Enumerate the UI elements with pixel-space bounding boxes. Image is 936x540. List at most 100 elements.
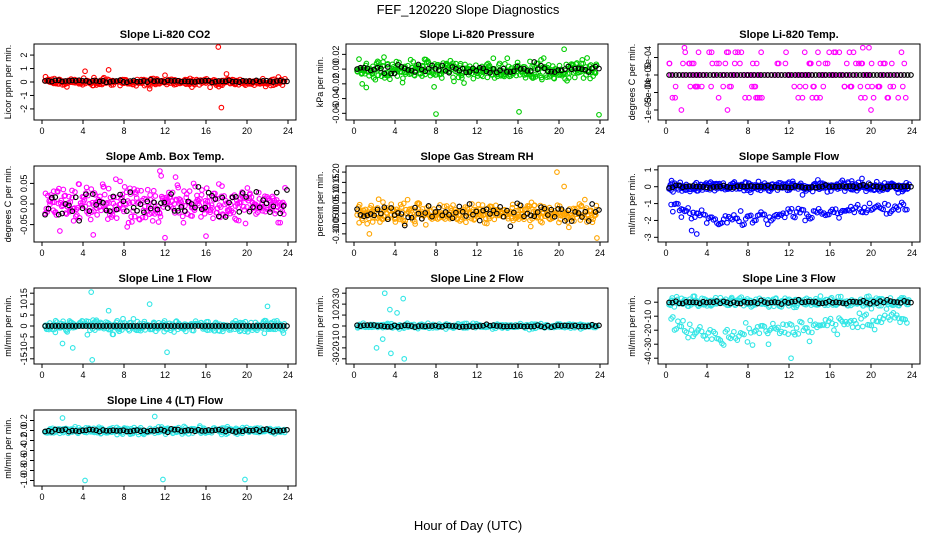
data-point (432, 65, 439, 72)
data-point (123, 208, 130, 214)
data-point (42, 211, 48, 218)
data-point (178, 323, 185, 329)
y-tick-label: 0.00 (331, 204, 341, 222)
data-point (521, 213, 527, 220)
y-tick-label: -20 (331, 341, 341, 354)
data-point (517, 323, 524, 329)
data-point (83, 77, 89, 84)
data-point (720, 83, 727, 90)
scatter-points (42, 168, 290, 241)
data-point (775, 324, 781, 331)
data-point (752, 83, 759, 90)
data-point (88, 289, 95, 295)
data-point (151, 413, 158, 420)
data-point (805, 184, 812, 191)
y-tick-label: -1 (19, 91, 29, 99)
data-point (229, 428, 236, 434)
data-point (419, 73, 425, 79)
data-point (366, 231, 373, 237)
data-point (151, 78, 157, 85)
data-point (724, 107, 731, 113)
data-point (260, 197, 266, 203)
data-point (808, 60, 814, 67)
data-point (72, 323, 79, 329)
data-point (868, 60, 875, 67)
data-point (456, 203, 463, 210)
y-tick-label: -0.06 (331, 103, 341, 124)
data-point (497, 323, 504, 329)
data-point (222, 428, 229, 435)
data-point (226, 199, 232, 206)
data-point (195, 426, 202, 433)
data-point (57, 228, 63, 234)
data-point (215, 44, 222, 50)
data-point (487, 69, 493, 76)
data-point (202, 204, 209, 211)
data-point (792, 214, 798, 221)
data-point (870, 317, 876, 324)
data-point (807, 317, 814, 324)
data-point (374, 64, 381, 71)
data-point (857, 183, 863, 189)
y-tick-label: 0.0 (19, 424, 29, 437)
data-point (384, 64, 391, 70)
data-point (144, 198, 151, 205)
data-point (408, 214, 415, 221)
data-point (676, 300, 683, 307)
data-point (555, 322, 561, 329)
data-point (572, 65, 578, 72)
data-point (555, 206, 561, 212)
data-point (130, 77, 137, 84)
data-point (883, 210, 890, 217)
data-point (582, 323, 589, 330)
data-point (831, 327, 837, 333)
data-point (531, 323, 538, 330)
data-point (891, 299, 897, 305)
data-point (203, 185, 210, 191)
data-point (398, 211, 405, 217)
data-point (839, 300, 846, 306)
data-point (782, 184, 788, 190)
data-point (205, 189, 212, 196)
data-point (158, 426, 164, 433)
data-point (449, 215, 456, 222)
data-point (371, 322, 377, 328)
data-point (793, 325, 800, 331)
data-point (183, 191, 190, 197)
data-point (186, 188, 193, 194)
panel-title: Slope Li-820 Pressure (420, 29, 535, 41)
data-point (52, 426, 59, 433)
data-point (500, 65, 507, 72)
y-tick-label: 0.02 (331, 46, 341, 64)
data-point (695, 83, 701, 90)
data-point (897, 72, 904, 78)
data-point (175, 77, 181, 84)
data-point (877, 184, 884, 190)
data-point (69, 194, 76, 201)
x-tick-label: 12 (784, 370, 794, 380)
data-point (749, 342, 756, 348)
data-point (76, 217, 82, 224)
y-axis-label: kPa per min. (315, 57, 325, 108)
data-point (410, 58, 417, 65)
data-point (52, 329, 59, 336)
data-point (368, 202, 375, 209)
data-point (137, 428, 144, 435)
data-point (730, 184, 737, 191)
data-point (747, 299, 754, 306)
data-point (147, 205, 154, 212)
data-point (82, 68, 88, 75)
data-point (155, 219, 162, 225)
data-point (110, 323, 117, 329)
data-point (744, 183, 751, 190)
data-point (243, 194, 249, 200)
y-tick-label: 0 (643, 300, 653, 305)
data-point (686, 72, 693, 78)
data-point (284, 323, 290, 329)
y-tick-label: 2 (19, 53, 29, 58)
data-point (713, 72, 720, 78)
data-point (741, 183, 747, 190)
data-point (284, 187, 290, 193)
data-point (747, 183, 754, 189)
data-point (672, 83, 679, 90)
